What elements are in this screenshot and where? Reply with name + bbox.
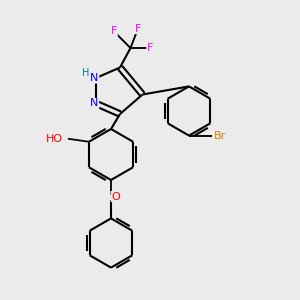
Text: N: N — [90, 98, 99, 109]
Text: F: F — [147, 43, 153, 53]
Text: H: H — [82, 68, 89, 78]
Text: F: F — [111, 26, 117, 37]
Text: N: N — [90, 73, 99, 83]
Text: O: O — [111, 191, 120, 202]
Text: Br: Br — [214, 130, 226, 141]
Text: HO: HO — [46, 134, 63, 144]
Text: F: F — [135, 23, 141, 34]
